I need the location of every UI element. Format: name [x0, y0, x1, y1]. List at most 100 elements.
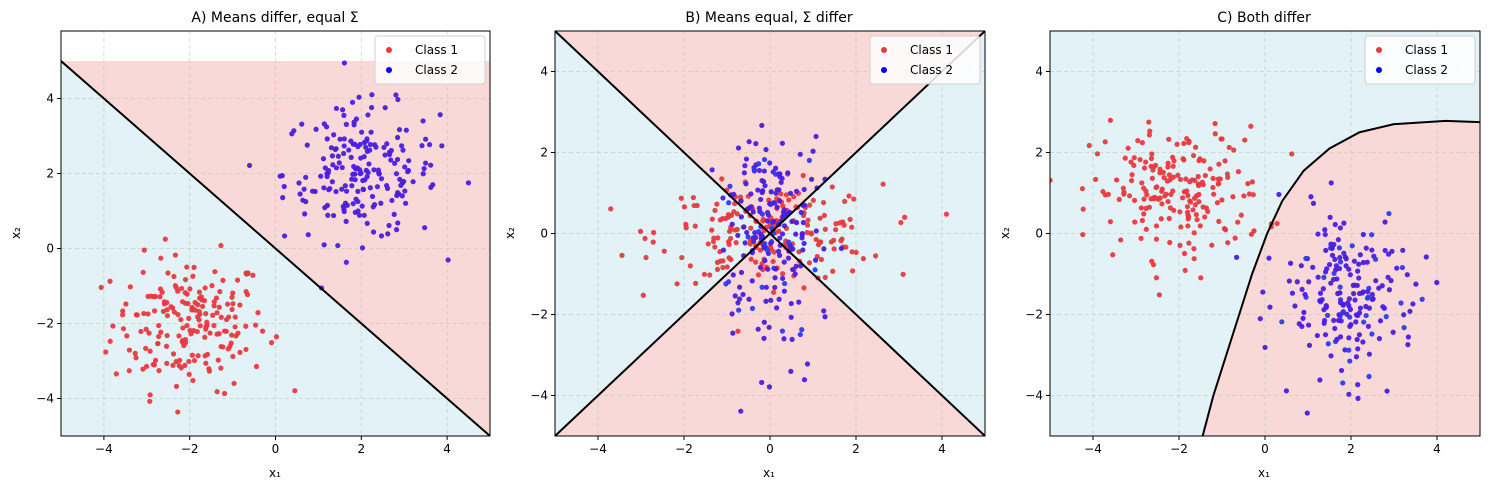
data-point-class2	[341, 143, 347, 149]
data-point-class2	[374, 184, 381, 190]
data-point-class2	[327, 185, 333, 192]
data-point-class1	[1193, 212, 1199, 218]
data-point-class1	[1219, 136, 1225, 142]
data-point-class1	[709, 227, 715, 233]
data-point-class1	[1121, 191, 1127, 197]
data-point-class1	[1167, 239, 1173, 246]
data-point-class1	[53, 282, 58, 287]
data-point-class2	[1423, 254, 1429, 260]
data-point-class2	[1335, 237, 1341, 243]
data-point-class1	[237, 349, 243, 355]
data-point-class1	[715, 235, 721, 241]
data-point-class2	[343, 218, 349, 224]
data-point-class1	[143, 345, 149, 351]
data-point-class2	[1382, 247, 1388, 254]
data-point-class2	[352, 177, 358, 183]
data-point-class1	[1235, 219, 1241, 225]
x-tick-label: −2	[181, 442, 199, 456]
data-point-class2	[759, 177, 765, 184]
data-point-class1	[185, 300, 191, 307]
data-point-class2	[779, 328, 786, 334]
data-point-class1	[211, 303, 217, 309]
data-point-class1	[184, 264, 190, 270]
data-point-class2	[1317, 377, 1323, 383]
data-point-class2	[1369, 331, 1375, 337]
data-point-class2	[789, 218, 795, 225]
data-point-class1	[791, 194, 797, 200]
y-tick-label: 2	[540, 146, 548, 160]
data-point-class1	[833, 227, 839, 233]
data-point-class2	[1294, 279, 1300, 285]
data-point-class1	[1209, 242, 1215, 248]
data-point-class2	[303, 174, 309, 180]
data-point-class1	[805, 217, 811, 223]
data-point-class2	[382, 105, 388, 111]
data-point-class1	[243, 323, 249, 329]
data-point-class2	[280, 195, 286, 201]
data-point-class1	[780, 271, 786, 277]
data-point-class2	[759, 233, 765, 239]
data-point-class1	[120, 326, 127, 332]
data-point-class1	[145, 311, 151, 317]
data-point-class2	[395, 220, 401, 226]
data-point-class2	[370, 204, 376, 210]
data-point-class1	[640, 292, 646, 298]
data-point-class1	[218, 242, 224, 249]
data-point-class2	[762, 257, 768, 264]
data-point-class1	[1167, 205, 1174, 211]
data-point-class1	[1182, 267, 1188, 274]
data-point-class2	[365, 112, 371, 118]
data-point-class1	[1245, 181, 1251, 187]
data-point-class2	[812, 257, 819, 263]
data-point-class1	[1107, 117, 1114, 123]
data-point-class1	[120, 312, 126, 318]
data-point-class1	[98, 284, 104, 290]
data-point-class2	[1332, 221, 1338, 228]
data-point-class1	[778, 191, 784, 197]
data-point-class1	[1156, 292, 1162, 298]
data-point-class1	[842, 198, 848, 204]
data-point-class1	[1159, 201, 1165, 207]
data-point-class1	[186, 371, 192, 378]
data-point-class1	[127, 284, 133, 290]
data-point-class1	[168, 304, 174, 310]
data-point-class2	[318, 173, 324, 179]
data-point-class2	[772, 275, 778, 281]
data-point-class2	[331, 132, 337, 138]
data-point-class2	[1303, 255, 1309, 262]
data-point-class1	[692, 223, 698, 229]
data-point-class2	[738, 408, 744, 414]
data-point-class1	[804, 222, 811, 228]
data-point-class1	[214, 310, 220, 316]
chart-title: B) Means equal, Σ differ	[685, 10, 852, 26]
data-point-class2	[1377, 318, 1384, 324]
x-tick-label: −4	[1084, 442, 1102, 456]
y-tick-label: −2	[36, 317, 54, 331]
data-point-class2	[1292, 303, 1298, 309]
data-point-class2	[1369, 291, 1375, 298]
data-point-class1	[1215, 176, 1221, 182]
data-point-class2	[303, 199, 309, 205]
data-point-class1	[1211, 191, 1217, 197]
data-point-class1	[110, 323, 116, 329]
data-point-class2	[772, 284, 778, 291]
data-point-class2	[364, 220, 370, 226]
legend-marker	[1376, 47, 1382, 53]
data-point-class2	[395, 96, 401, 103]
data-point-class2	[403, 127, 409, 133]
x-axis-label: x₁	[763, 466, 775, 480]
data-point-class1	[1226, 144, 1232, 151]
data-point-class1	[1165, 199, 1171, 205]
data-point-class1	[1144, 192, 1150, 198]
data-point-class2	[768, 297, 774, 303]
data-point-class1	[187, 286, 193, 292]
data-point-class2	[1369, 296, 1376, 302]
data-point-class1	[712, 244, 718, 250]
data-point-class2	[1357, 305, 1364, 311]
data-point-class1	[1139, 140, 1145, 146]
data-point-class1	[1197, 223, 1203, 229]
x-tick-label: 4	[1433, 442, 1441, 456]
data-point-class2	[394, 156, 401, 163]
data-point-class2	[388, 157, 394, 163]
data-point-class1	[1138, 235, 1144, 241]
